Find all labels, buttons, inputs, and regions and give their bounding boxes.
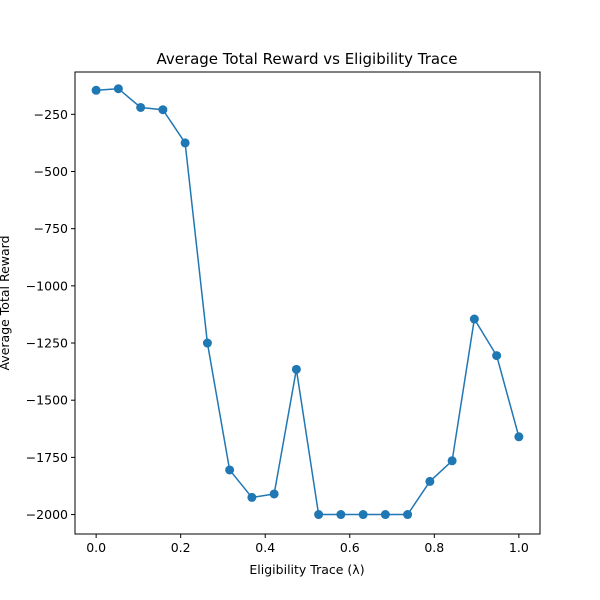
x-tick-label: 0.2	[171, 540, 191, 555]
y-tick-label: −2000	[26, 507, 68, 522]
plot-frame	[74, 71, 541, 535]
x-tick-label: 0.4	[255, 540, 275, 555]
y-tick-label: −250	[34, 107, 68, 122]
data-point	[269, 489, 279, 499]
data-point	[247, 492, 257, 502]
x-tick-label: 1.0	[509, 540, 529, 555]
data-point	[291, 364, 301, 374]
data-point	[514, 432, 524, 442]
x-axis: 0.0 0.2 0.4 0.6 0.8 1.0	[86, 534, 529, 555]
y-tick-label: −500	[34, 164, 68, 179]
data-point	[492, 351, 502, 361]
x-axis-label: Eligibility Trace (λ)	[249, 562, 364, 577]
x-tick-label: 0.8	[424, 540, 444, 555]
data-point	[136, 102, 146, 112]
data-point	[113, 84, 123, 94]
plot-area	[74, 71, 541, 535]
data-point	[425, 476, 435, 486]
data-point	[314, 510, 324, 520]
data-point	[336, 510, 346, 520]
chart-title: Average Total Reward vs Eligibility Trac…	[156, 50, 457, 68]
data-point	[380, 510, 390, 520]
data-point	[158, 105, 168, 115]
data-point	[180, 138, 190, 148]
y-axis-label: Average Total Reward	[0, 235, 12, 370]
y-tick-label: −1500	[26, 393, 68, 408]
data-point	[202, 338, 212, 348]
y-tick-label: −1750	[26, 450, 68, 465]
data-point	[469, 314, 479, 324]
y-tick-label: −1000	[26, 278, 68, 293]
y-tick-label: −750	[34, 221, 68, 236]
y-axis: −250 −500 −750 −1000 −1250 −1500 −1750 −2000	[26, 107, 75, 522]
data-point	[358, 510, 368, 520]
x-tick-label: 0.0	[86, 540, 106, 555]
x-tick-label: 0.6	[340, 540, 360, 555]
y-tick-label: −1250	[26, 336, 68, 351]
series-line	[96, 87, 520, 516]
data-point	[403, 510, 413, 520]
data-point	[225, 465, 235, 475]
data-point	[447, 456, 457, 466]
series-layer	[91, 84, 524, 520]
data-point	[91, 85, 101, 95]
